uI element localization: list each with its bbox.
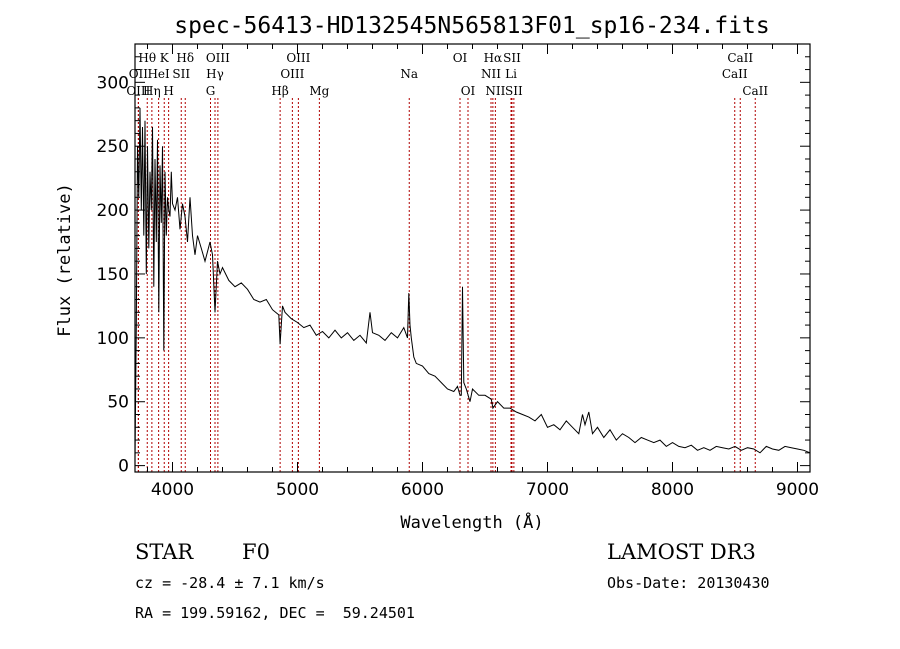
line-marker-label: Hγ	[206, 67, 224, 81]
x-tick-label: 4000	[151, 480, 194, 500]
line-marker-label: Mg	[309, 84, 329, 98]
line-marker-label: OIII	[126, 84, 150, 98]
line-marker-label: Hη	[143, 84, 161, 98]
object-subclass: F0	[242, 540, 270, 564]
redshift-cz: cz = -28.4 ± 7.1 km/s	[135, 574, 325, 592]
flux-series-line	[134, 107, 811, 460]
obs-date: Obs-Date: 20130430	[607, 574, 770, 592]
y-tick-label: 150	[97, 265, 129, 285]
line-marker-label: CaII	[742, 84, 768, 98]
y-tick-label: 0	[118, 457, 129, 477]
x-tick-label: 7000	[526, 480, 569, 500]
line-marker-label: Hδ	[176, 51, 194, 65]
x-tick-label: 5000	[276, 480, 319, 500]
chart-title: spec-56413-HD132545N565813F01_sp16-234.f…	[174, 13, 769, 39]
line-marker-label: G	[206, 84, 216, 98]
line-marker-label: NII	[481, 67, 501, 81]
line-marker-label: CaII	[722, 67, 748, 81]
line-marker-label: Na	[400, 67, 418, 81]
line-marker-label: K	[160, 51, 170, 65]
y-tick-label: 200	[97, 201, 129, 221]
line-marker-label: Hβ	[271, 84, 288, 98]
line-marker-label: CaII	[727, 51, 753, 65]
line-marker-label: OIII	[206, 51, 230, 65]
y-tick-label: 250	[97, 137, 129, 157]
x-tick-label: 6000	[401, 480, 444, 500]
line-marker-label: OIII	[286, 51, 310, 65]
x-tick-label: 8000	[651, 480, 694, 500]
line-marker-label: SII	[505, 84, 523, 98]
line-marker-label: SII	[503, 51, 521, 65]
survey-name: LAMOST DR3	[607, 540, 756, 564]
y-axis-label: Flux (relative)	[55, 183, 75, 337]
y-tick-label: 100	[97, 329, 129, 349]
x-axis-label: Wavelength (Å)	[400, 511, 543, 533]
line-marker-label: OI	[453, 51, 468, 65]
line-marker-label: OIII	[280, 67, 304, 81]
line-marker-label: SII	[172, 67, 190, 81]
line-marker-label: HeI	[147, 67, 170, 81]
y-tick-label: 50	[107, 393, 129, 413]
line-marker-label: OII	[129, 67, 149, 81]
line-markers: OII OIII Hθ Hη HeI K H SII Hδ G Hγ OIII Hβ OIII OIII Mg…	[126, 51, 768, 472]
y-tick-label: 300	[97, 73, 129, 93]
line-marker-label: Li	[505, 67, 517, 81]
line-marker-label: OI	[461, 84, 476, 98]
object-class: STAR	[135, 540, 194, 564]
plot-frame	[134, 43, 811, 473]
line-marker-label: Hθ	[138, 51, 156, 65]
coordinates: RA = 199.59162, DEC = 59.24501	[135, 604, 415, 622]
x-tick-label: 9000	[776, 480, 819, 500]
axis-ticks: 4000 5000 6000 7000 8000 9000 0 50 100 150 200 250 3…	[97, 44, 819, 500]
line-marker-label: NII	[485, 84, 505, 98]
line-marker-label: H	[163, 84, 173, 98]
line-marker-label: Hα	[484, 51, 503, 65]
